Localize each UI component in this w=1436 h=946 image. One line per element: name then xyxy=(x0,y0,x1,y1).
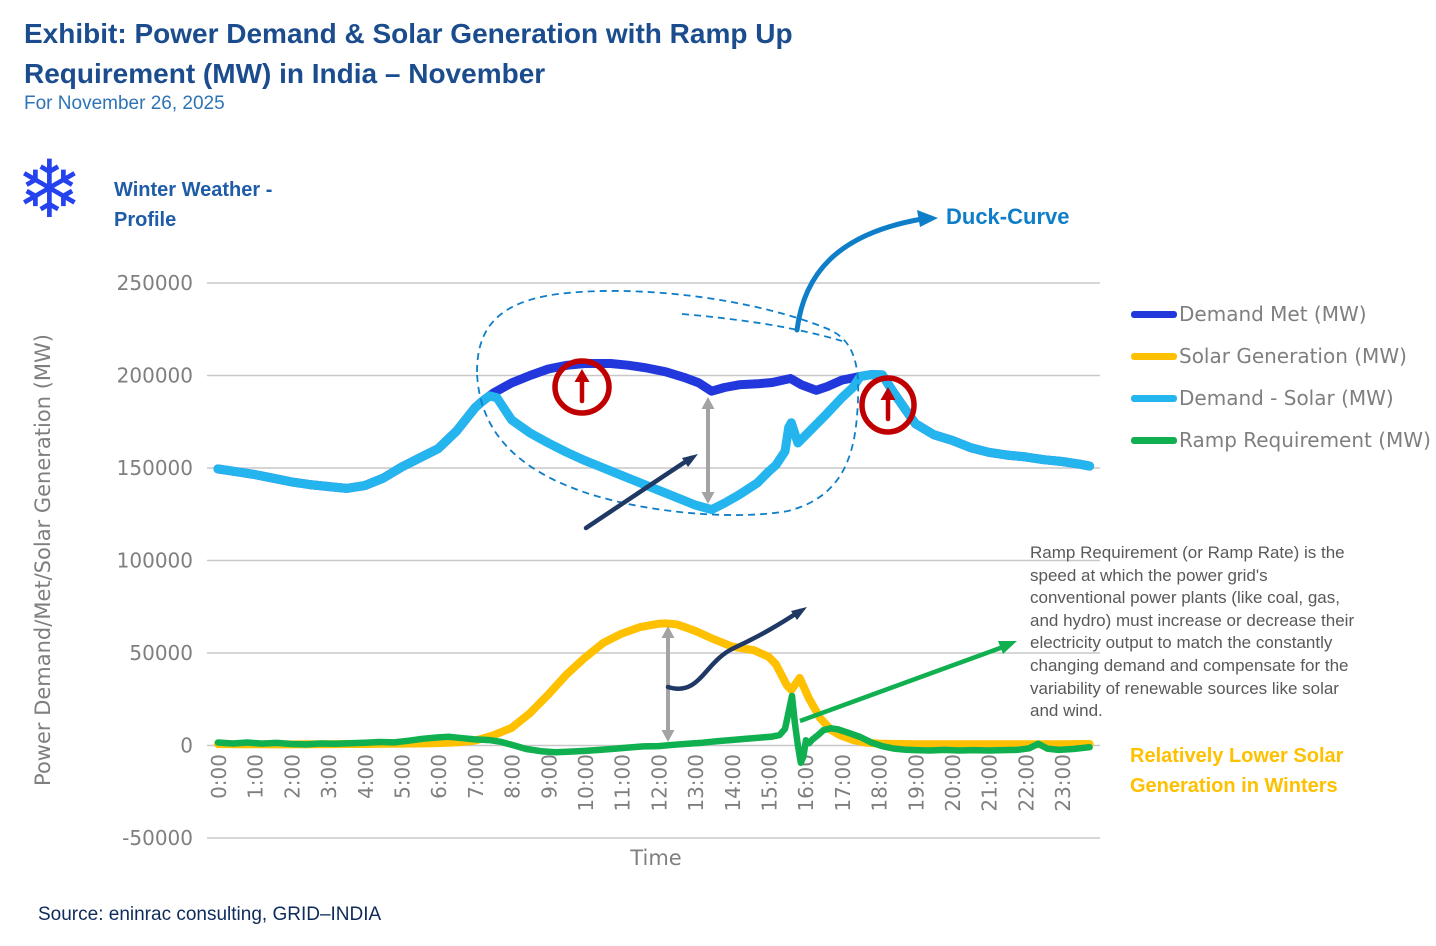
low-solar-note: Relatively Lower Solar Generation in Win… xyxy=(1130,745,1344,797)
x-axis-title: Time xyxy=(629,846,681,870)
x-tick-label: 18:00 xyxy=(868,754,892,812)
x-tick-label: 5:00 xyxy=(391,754,415,799)
legend-item-demand-minus-solar: Demand - Solar (MW) xyxy=(1131,377,1431,419)
x-tick-label: 23:00 xyxy=(1051,754,1075,812)
x-tick-label: 11:00 xyxy=(611,754,635,812)
legend-label: Demand Met (MW) xyxy=(1179,302,1367,326)
x-tick-label: 9:00 xyxy=(537,754,561,799)
y-tick-label: 50000 xyxy=(129,641,193,665)
legend-item-solar-generation: Solar Generation (MW) xyxy=(1131,335,1431,377)
y-axis-title: Power Demand/Met/Solar Generation (MW) xyxy=(31,334,55,786)
ramp-up-circle-morning xyxy=(552,358,612,416)
x-tick-label: 17:00 xyxy=(831,754,855,812)
ramp-requirement-note: Ramp Requirement (or Ramp Rate) is the s… xyxy=(1030,543,1355,721)
series-solar-generation xyxy=(214,619,1094,749)
y-tick-label: 0 xyxy=(180,734,193,758)
x-tick-label: 20:00 xyxy=(941,754,965,812)
x-tick-label: 1:00 xyxy=(244,754,268,799)
duck-curve-label: Duck-Curve xyxy=(946,204,1070,229)
x-tick-label: 8:00 xyxy=(501,754,525,799)
series-demand-minus-solar xyxy=(213,370,1095,515)
solar-peak-arrow xyxy=(661,626,675,742)
legend-label: Solar Generation (MW) xyxy=(1179,344,1407,368)
x-tick-label: 7:00 xyxy=(464,754,488,799)
x-tick-label: 3:00 xyxy=(317,754,341,799)
legend-swatch-demand-minus-solar xyxy=(1131,394,1177,402)
duck-curve-outline xyxy=(476,290,860,516)
x-tick-label: 10:00 xyxy=(574,754,598,812)
duck-curve-arrow xyxy=(794,210,938,333)
low-solar-pointer-arrow xyxy=(799,641,1017,724)
page-title: Exhibit: Power Demand & Solar Generation… xyxy=(24,18,793,89)
y-tick-label: -50000 xyxy=(122,826,193,850)
x-tick-label: 12:00 xyxy=(647,754,671,812)
net-load-gap-arrow xyxy=(701,397,715,504)
x-tick-label: 6:00 xyxy=(427,754,451,799)
x-tick-label: 13:00 xyxy=(684,754,708,812)
x-tick-label: 15:00 xyxy=(758,754,782,812)
y-tick-label: 100000 xyxy=(117,549,193,573)
y-tick-label: 200000 xyxy=(117,364,193,388)
x-tick-label: 19:00 xyxy=(904,754,928,812)
legend-swatch-solar-generation xyxy=(1131,352,1177,360)
ramp-up-circle-evening xyxy=(859,375,917,435)
page-subtitle: For November 26, 2025 xyxy=(24,93,225,114)
x-tick-label: 0:00 xyxy=(207,754,231,799)
winter-weather-label: Winter Weather - Profile xyxy=(114,179,273,231)
legend-item-ramp-requirement: Ramp Requirement (MW) xyxy=(1131,419,1431,461)
x-tick-label: 4:00 xyxy=(354,754,378,799)
legend-item-demand-met: Demand Met (MW) xyxy=(1131,293,1431,335)
source-note: Source: eninrac consulting, GRID–INDIA xyxy=(38,904,382,925)
x-tick-label: 22:00 xyxy=(1014,754,1038,812)
series-ramp-requirement xyxy=(214,692,1093,766)
net-demand-pointer-arrow xyxy=(583,454,698,531)
series-demand-met xyxy=(213,359,1095,493)
x-tick-label: 21:00 xyxy=(978,754,1002,812)
duck-curve-outline-inner xyxy=(681,313,843,342)
chart-legend: Demand Met (MW) Solar Generation (MW) De… xyxy=(1131,293,1431,461)
solar-decline-pointer-arrow xyxy=(665,607,807,691)
legend-label: Demand - Solar (MW) xyxy=(1179,386,1394,410)
legend-label: Ramp Requirement (MW) xyxy=(1179,428,1431,452)
x-tick-label: 14:00 xyxy=(721,754,745,812)
x-tick-label: 16:00 xyxy=(794,754,818,812)
legend-swatch-demand-met xyxy=(1131,310,1177,318)
legend-swatch-ramp-requirement xyxy=(1131,436,1177,444)
y-tick-label: 150000 xyxy=(117,456,193,480)
y-tick-label: 250000 xyxy=(117,271,193,295)
snowflake-icon: ❄ xyxy=(16,143,84,236)
x-tick-label: 2:00 xyxy=(280,754,304,799)
